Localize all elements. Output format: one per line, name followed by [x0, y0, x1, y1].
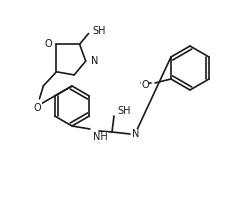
Text: N: N — [132, 129, 139, 139]
Text: SH: SH — [117, 106, 131, 116]
Text: NH: NH — [93, 132, 108, 142]
Text: O: O — [141, 80, 149, 90]
Text: O: O — [34, 103, 41, 113]
Text: O: O — [45, 39, 52, 49]
Text: N: N — [91, 56, 98, 66]
Text: SH: SH — [93, 27, 106, 37]
